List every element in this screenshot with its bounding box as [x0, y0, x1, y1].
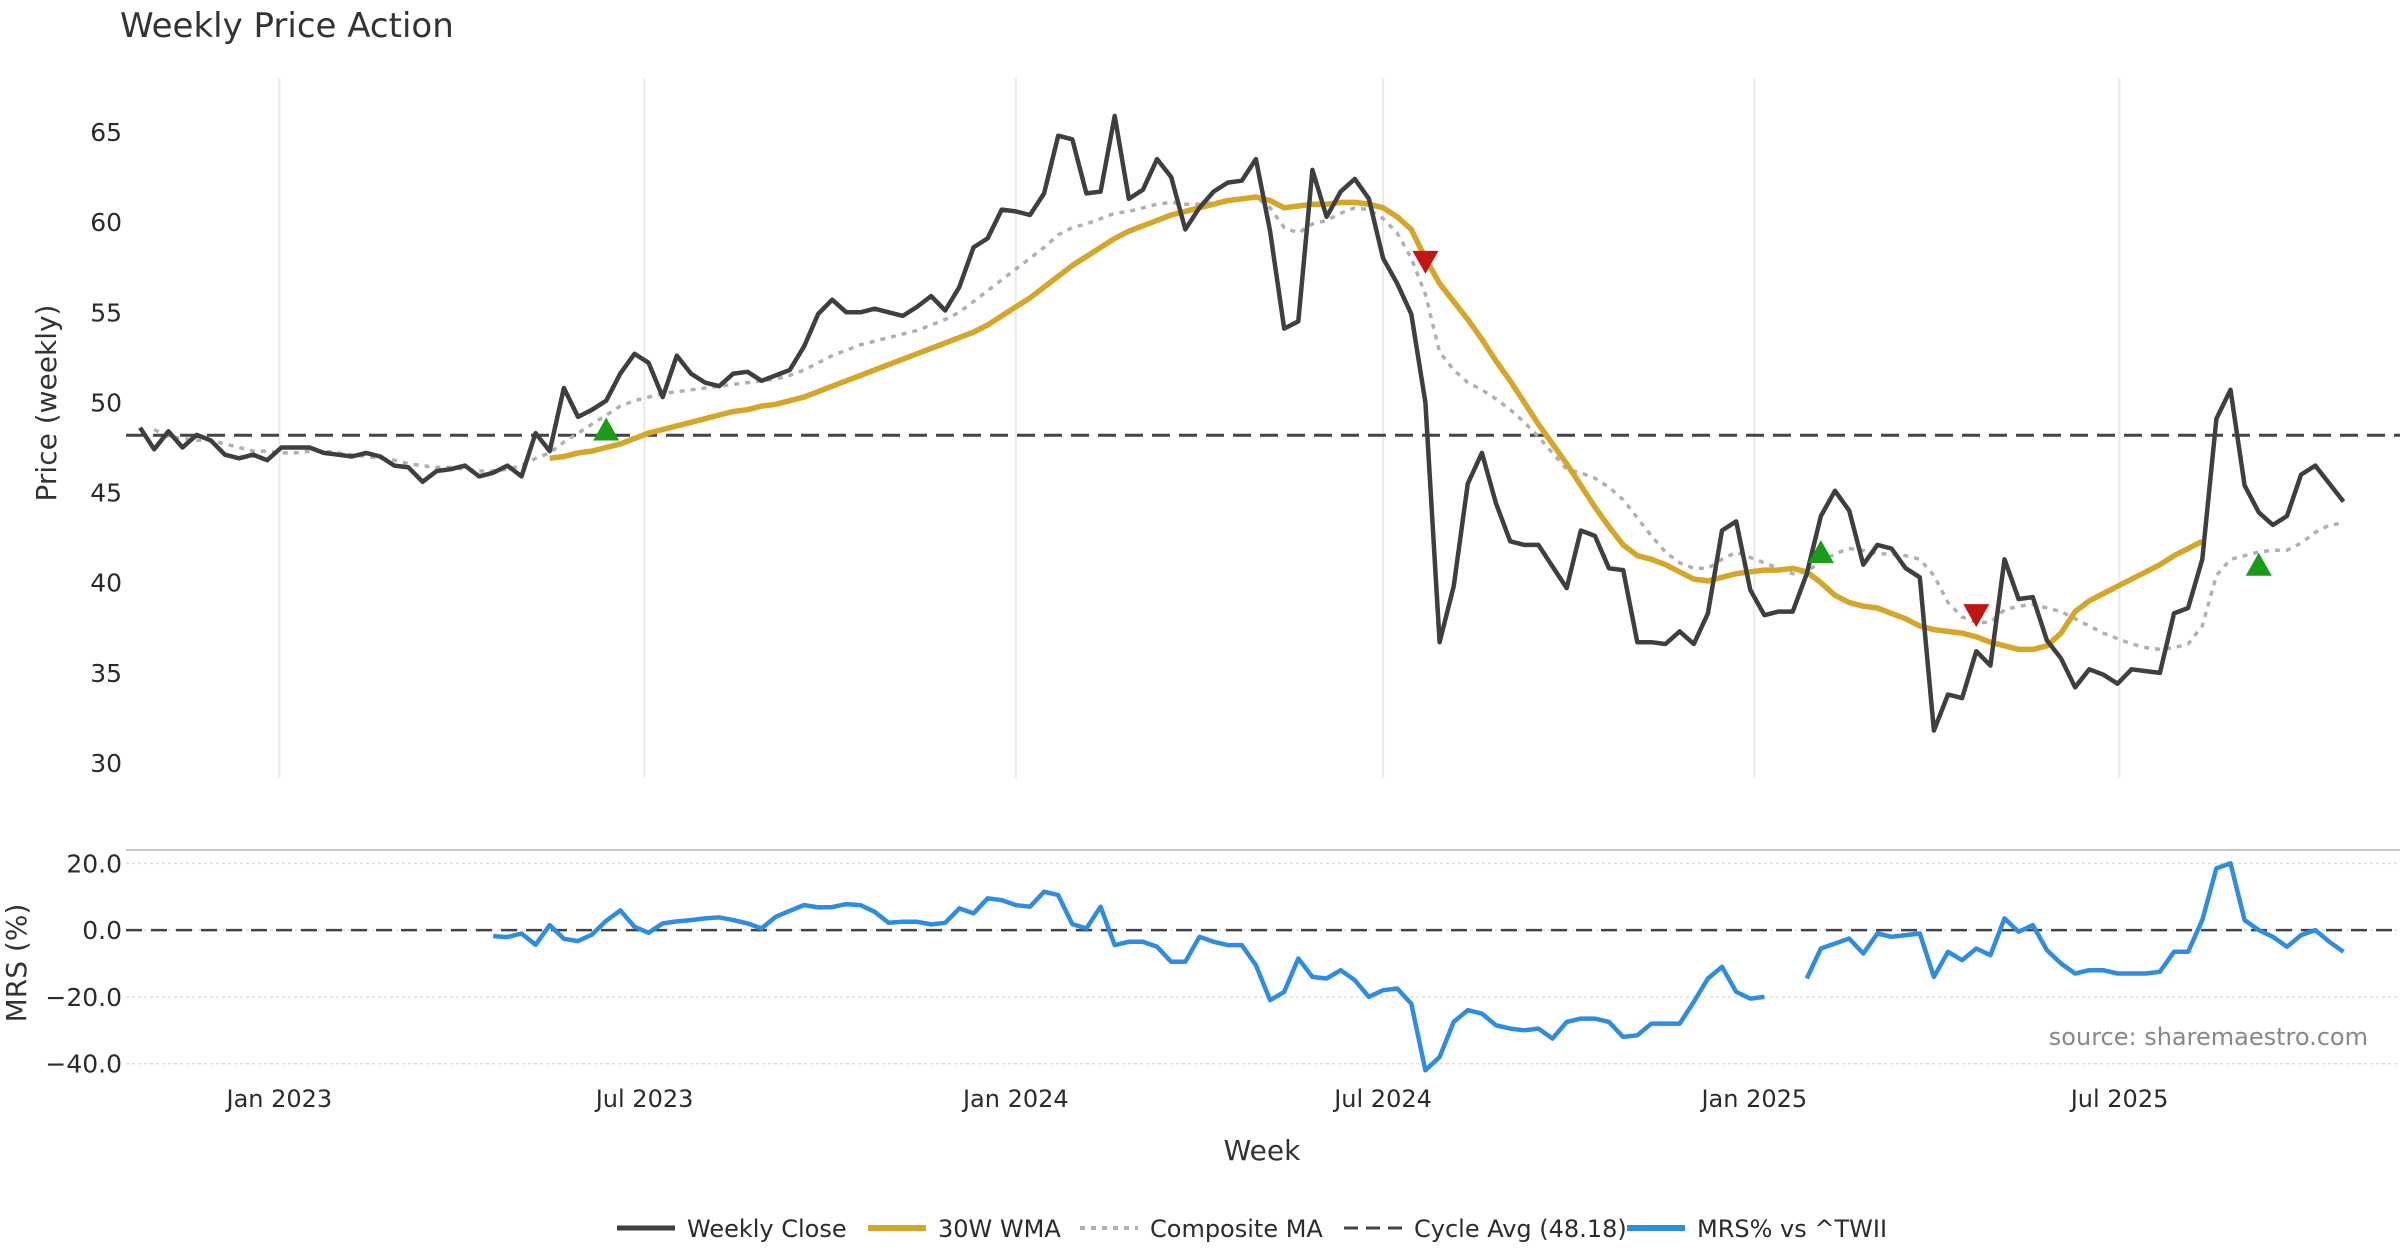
- x-tick-label: Jul 2025: [2069, 1085, 2169, 1113]
- buy-signal-marker: [2245, 552, 2272, 576]
- x-tick-label: Jul 2024: [1332, 1085, 1432, 1113]
- mrs-series: [493, 861, 2345, 1073]
- price-y-tick-label: 60: [90, 208, 122, 237]
- price-y-axis-label: Price (weekly): [30, 305, 63, 502]
- buy-signal-marker: [593, 417, 620, 441]
- price-y-tick-label: 45: [90, 479, 122, 508]
- composite-ma-series: [153, 195, 2344, 652]
- x-ticks: Jan 2023 Jul 2023 Jan 2024 Jul 2024 Jan 2025…: [224, 1085, 2168, 1113]
- legend-label: Weekly Close: [687, 1215, 847, 1243]
- x-axis-label: Week: [1224, 1134, 1301, 1167]
- mrs-y-tick-label: −40.0: [45, 1050, 122, 1079]
- chart-title: Weekly Price Action: [120, 6, 454, 46]
- legend-label: Cycle Avg (48.18): [1414, 1215, 1627, 1243]
- x-tick-label: Jul 2023: [594, 1085, 694, 1113]
- price-y-ticks: 30 35 40 45 50 55 60 65: [90, 118, 122, 778]
- legend: Weekly Close 30W WMA Composite MA Cycle Avg…: [617, 1215, 1887, 1243]
- mrs-y-axis-label: MRS (%): [0, 904, 33, 1023]
- mrs-y-ticks: 20.0 0.0 −20.0 −40.0: [45, 849, 122, 1078]
- buy-signal-marker: [1807, 540, 1834, 564]
- source-label: source: sharemaestro.com: [2049, 1023, 2368, 1051]
- x-tick-label: Jan 2025: [1699, 1085, 1807, 1113]
- legend-label: Composite MA: [1150, 1215, 1323, 1243]
- price-y-tick-label: 55: [90, 298, 122, 327]
- x-tick-label: Jan 2024: [961, 1085, 1069, 1113]
- price-y-tick-label: 30: [90, 749, 122, 778]
- price-y-tick-label: 50: [90, 388, 122, 417]
- price-y-tick-label: 35: [90, 659, 122, 688]
- signal-markers: [593, 250, 2272, 628]
- price-y-tick-label: 40: [90, 569, 122, 598]
- weekly-close-series: [138, 113, 2346, 733]
- mrs-y-tick-label: 0.0: [82, 916, 122, 945]
- legend-label: MRS% vs ^TWII: [1697, 1215, 1887, 1243]
- mrs-y-tick-label: −20.0: [45, 983, 122, 1012]
- legend-label: 30W WMA: [938, 1215, 1061, 1243]
- wma30-series: [549, 194, 2204, 653]
- price-y-tick-label: 65: [90, 118, 122, 147]
- sell-signal-marker: [1963, 604, 1990, 628]
- x-tick-label: Jan 2023: [224, 1085, 332, 1113]
- sell-signal-marker: [1412, 250, 1439, 274]
- mrs-y-tick-label: 20.0: [66, 849, 122, 878]
- price-gridlines: [278, 78, 2121, 778]
